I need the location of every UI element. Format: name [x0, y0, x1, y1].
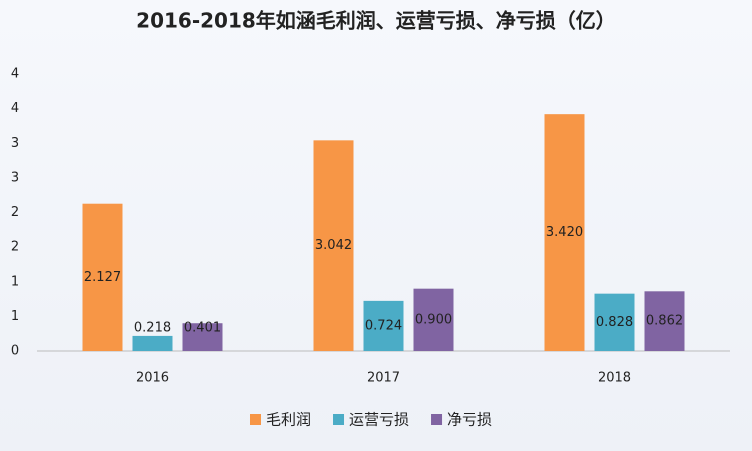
legend-swatch: [250, 414, 261, 425]
data-label: 3.420: [546, 225, 583, 240]
bar: [413, 288, 454, 351]
data-label: 0.724: [365, 318, 402, 333]
data-label: 0.900: [415, 312, 452, 327]
data-label: 2.127: [84, 270, 121, 285]
bar: [132, 335, 173, 351]
y-tick-label: 3: [11, 170, 19, 185]
bar: [182, 323, 223, 351]
y-tick-label: 1: [11, 309, 19, 324]
y-tick-label: 2: [11, 205, 19, 220]
legend-swatch: [333, 414, 345, 425]
x-tick-label: 2016: [136, 371, 169, 386]
bar: [644, 291, 685, 351]
legend-label: 毛利润: [266, 411, 311, 429]
data-label: 3.042: [315, 238, 352, 253]
data-label: 0.862: [646, 314, 683, 329]
legend-label: 净亏损: [447, 411, 492, 429]
chart-title: 2016-2018年如涵毛利润、运营亏损、净亏损（亿）: [136, 9, 616, 33]
legend-swatch: [431, 414, 443, 425]
y-tick-label: 2: [11, 240, 19, 255]
bar: [363, 300, 404, 351]
data-label: 0.828: [596, 315, 633, 330]
y-tick-label: 0: [11, 344, 19, 359]
x-tick-label: 2017: [367, 371, 400, 386]
y-tick-label: 4: [11, 101, 19, 116]
x-tick-label: 2018: [598, 371, 631, 386]
bar: [544, 114, 585, 351]
y-tick-label: 1: [11, 274, 19, 289]
bar: [313, 140, 354, 351]
bar: [594, 293, 635, 351]
data-label: 0.218: [134, 321, 171, 336]
y-tick-label: 4: [11, 67, 19, 82]
bar: [82, 203, 123, 351]
legend-label: 运营亏损: [349, 411, 409, 429]
data-label: 0.401: [184, 321, 221, 336]
y-tick-label: 3: [11, 136, 19, 151]
